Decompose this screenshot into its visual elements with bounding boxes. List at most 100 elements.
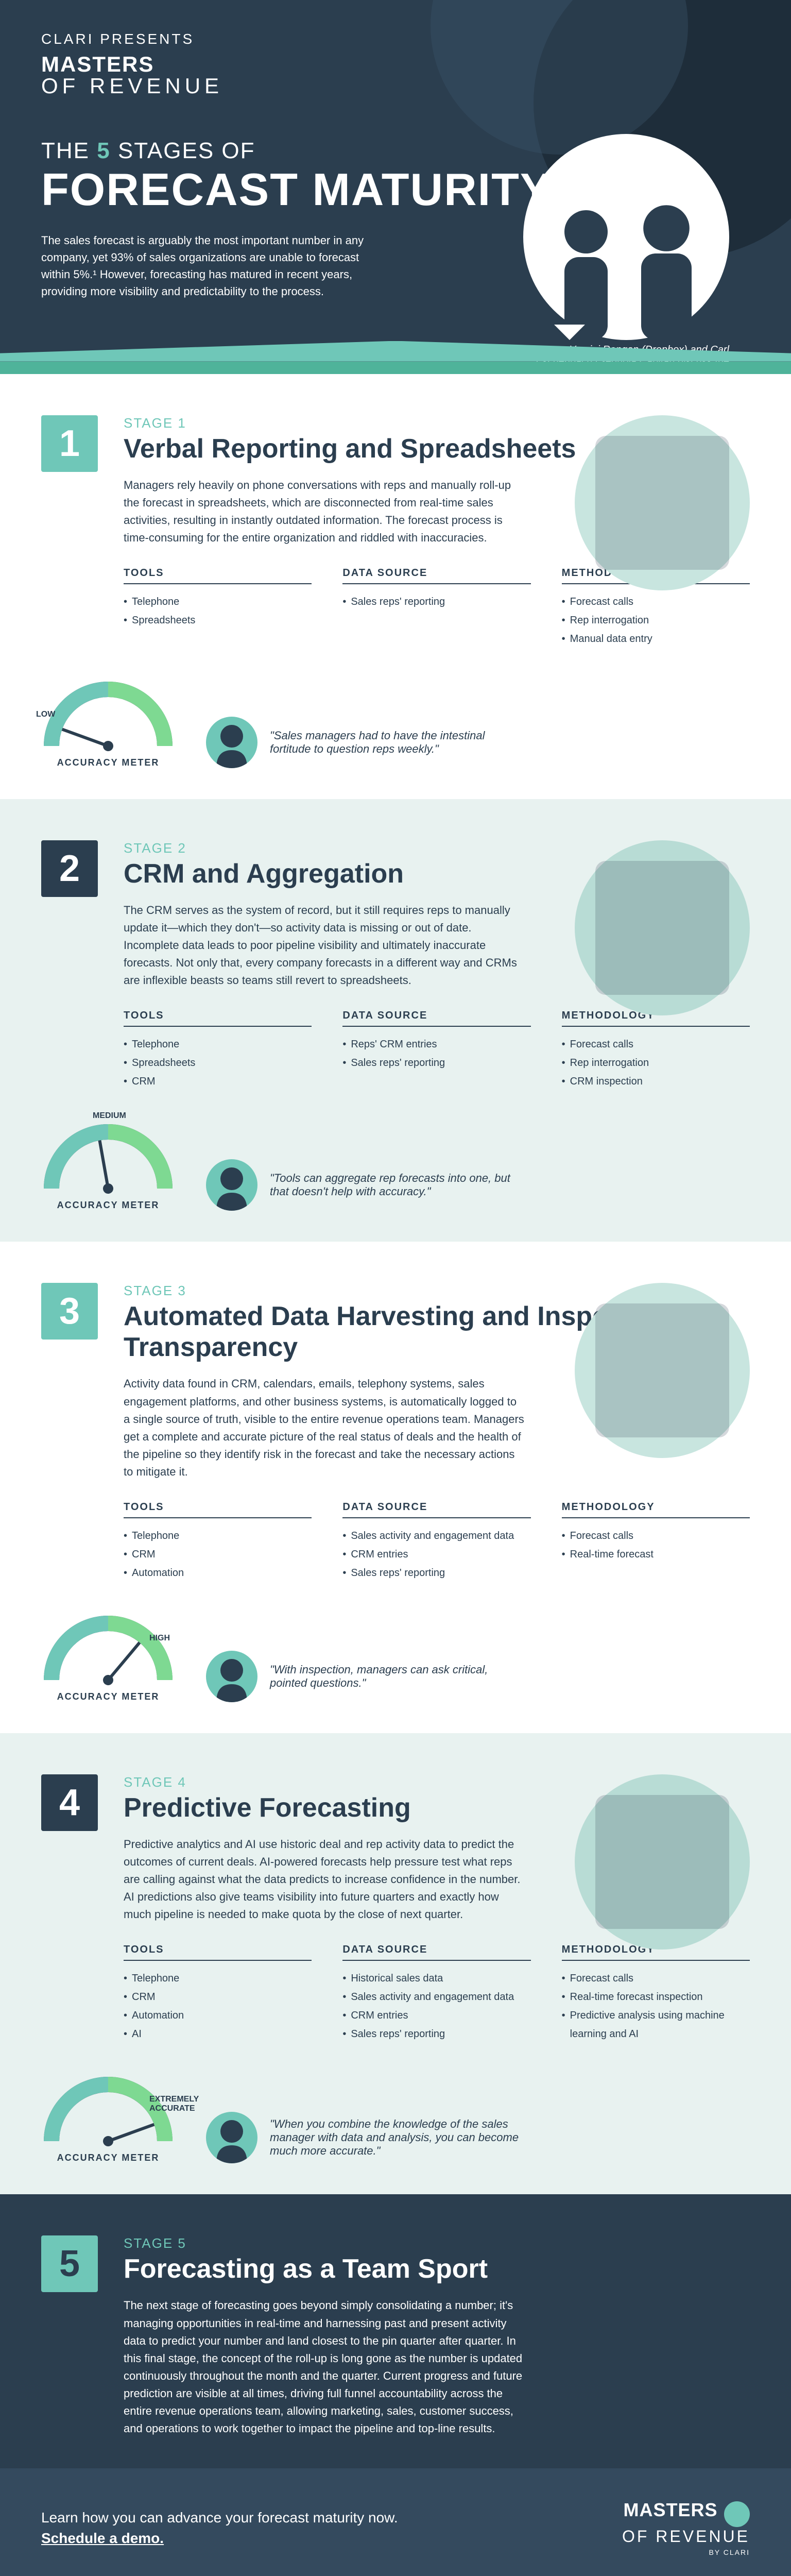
tools-column: TOOLS TelephoneSpreadsheetsCRM [124,1010,312,1091]
tools-item: Spreadsheets [124,1054,312,1072]
source-item: Sales activity and engagement data [342,1988,530,2006]
stage-5-title: Forecasting as a Team Sport [124,2253,750,2284]
tools-item: Telephone [124,1527,312,1545]
source-header: DATA SOURCE [342,1010,530,1027]
brand-line2: OF REVENUE [41,75,750,97]
quote-text: "When you combine the knowledge of the s… [270,2117,527,2158]
gauge-icon: HIGH [41,1613,175,1685]
stage-4-columns: TOOLS TelephoneCRMAutomationAI DATA SOUR… [124,1944,750,2043]
stage-1: 1 STAGE 1 Verbal Reporting and Spreadshe… [0,374,791,799]
stage-1-desc: Managers rely heavily on phone conversat… [124,477,525,547]
source-column: DATA SOURCE Sales activity and engagemen… [342,1501,530,1582]
source-item: Reps' CRM entries [342,1035,530,1054]
stage-3-meter-row: HIGH ACCURACY METER "With inspection, ma… [41,1613,750,1702]
cta-line1: Learn how you can advance your forecast … [41,2510,398,2526]
stage-3: 3 STAGE 3 Automated Data Harvesting and … [0,1242,791,1733]
method-item: Manual data entry [562,630,750,648]
tools-item: CRM [124,1988,312,2006]
avatar-icon [206,1651,257,1702]
stage-3-illustration [575,1283,750,1458]
footer-logo: MASTERS OF REVENUE BY CLARI [622,2499,750,2556]
footer-logo-by: BY CLARI [622,2548,750,2556]
title-post-text: STAGES OF [118,138,255,163]
stage-5-label: STAGE 5 [124,2235,750,2251]
source-header: DATA SOURCE [342,1501,530,1518]
quote-block: "Tools can aggregate rep forecasts into … [206,1159,750,1211]
avatar-icon [206,1159,257,1211]
method-item: Rep interrogation [562,611,750,630]
source-column: DATA SOURCE Historical sales dataSales a… [342,1944,530,2043]
source-column: DATA SOURCE Sales reps' reporting [342,567,530,648]
gauge-icon: EXTREMELY ACCURATE [41,2074,175,2146]
intro-paragraph: The sales forecast is arguably the most … [41,232,371,300]
source-column: DATA SOURCE Reps' CRM entriesSales reps'… [342,1010,530,1091]
gauge-level: EXTREMELY ACCURATE [149,2095,199,2113]
source-header: DATA SOURCE [342,1944,530,1961]
cta-text: Learn how you can advance your forecast … [41,2507,398,2548]
tools-item: CRM [124,1072,312,1091]
footer-logo-line1: MASTERS [624,2499,718,2520]
gauge-level: MEDIUM [93,1111,126,1121]
tools-item: Spreadsheets [124,611,312,630]
stage-4: 4 STAGE 4 Predictive Forecasting Predict… [0,1733,791,2194]
stage-2-columns: TOOLS TelephoneSpreadsheetsCRM DATA SOUR… [124,1010,750,1091]
method-column: METHODOLOGY Forecast callsRep interrogat… [562,1010,750,1091]
people-illustration: Yamini Rangan (Dropbox) and Carl Eschenb… [523,134,729,340]
footer-logo-line2: OF REVENUE [622,2527,750,2546]
stage-2-meter-row: MEDIUM ACCURACY METER "Tools can aggrega… [41,1122,750,1211]
cta-bar: Learn how you can advance your forecast … [0,2468,791,2576]
gauge-icon: MEDIUM [41,1122,175,1194]
source-item: Sales reps' reporting [342,592,530,611]
tools-item: CRM [124,1545,312,1564]
stage-3-number: 3 [41,1283,98,1340]
source-item: Sales activity and engagement data [342,1527,530,1545]
avatar-icon [206,717,257,768]
stage-3-desc: Activity data found in CRM, calendars, e… [124,1375,525,1481]
tools-header: TOOLS [124,1944,312,1961]
method-item: Real-time forecast inspection [562,1988,750,2006]
quote-text: "Tools can aggregate rep forecasts into … [270,1172,527,1198]
method-item: Forecast calls [562,1527,750,1545]
speech-bubble [523,134,729,340]
stage-3-columns: TOOLS TelephoneCRMAutomation DATA SOURCE… [124,1501,750,1582]
stage-1-number: 1 [41,415,98,472]
method-column: METHODOLOGY Forecast callsReal-time fore… [562,1501,750,1582]
meter-label: ACCURACY METER [41,2153,175,2163]
meter-label: ACCURACY METER [41,1200,175,1211]
method-item: Forecast calls [562,592,750,611]
method-item: Rep interrogation [562,1054,750,1072]
method-item: Predictive analysis using machine learni… [562,2006,750,2043]
method-item: CRM inspection [562,1072,750,1091]
source-item: Sales reps' reporting [342,1054,530,1072]
tools-item: Telephone [124,592,312,611]
meter-label: ACCURACY METER [41,757,175,768]
gauge-level: HIGH [149,1634,170,1643]
avatar-icon [206,2112,257,2163]
source-item: CRM entries [342,2006,530,2025]
cta-demo-link[interactable]: Schedule a demo. [41,2530,164,2546]
person-1-icon [550,196,622,340]
stage-2-illustration [575,840,750,1015]
source-item: Historical sales data [342,1969,530,1988]
logo-badge-icon [724,2501,750,2527]
method-item: Forecast calls [562,1969,750,1988]
accuracy-meter: EXTREMELY ACCURATE ACCURACY METER [41,2074,175,2163]
tools-item: Telephone [124,1969,312,1988]
source-item: Sales reps' reporting [342,1564,530,1582]
tools-item: Automation [124,1564,312,1582]
title-number: 5 [97,138,110,163]
title-pre-text: THE [41,138,90,163]
stage-5: 5 STAGE 5 Forecasting as a Team Sport Th… [0,2194,791,2468]
tools-header: TOOLS [124,1501,312,1518]
source-header: DATA SOURCE [342,567,530,584]
method-header: METHODOLOGY [562,1501,750,1518]
gauge-level: LOW [36,710,55,719]
method-item: Real-time forecast [562,1545,750,1564]
stage-1-meter-row: LOW ACCURACY METER "Sales managers had t… [41,679,750,768]
stage-2-number: 2 [41,840,98,897]
brand-presents: CLARI PRESENTS [41,31,750,47]
stage-4-desc: Predictive analytics and AI use historic… [124,1836,525,1923]
quote-block: "With inspection, managers can ask criti… [206,1651,750,1702]
tools-header: TOOLS [124,1010,312,1027]
stage-5-desc: The next stage of forecasting goes beyon… [124,2297,525,2437]
